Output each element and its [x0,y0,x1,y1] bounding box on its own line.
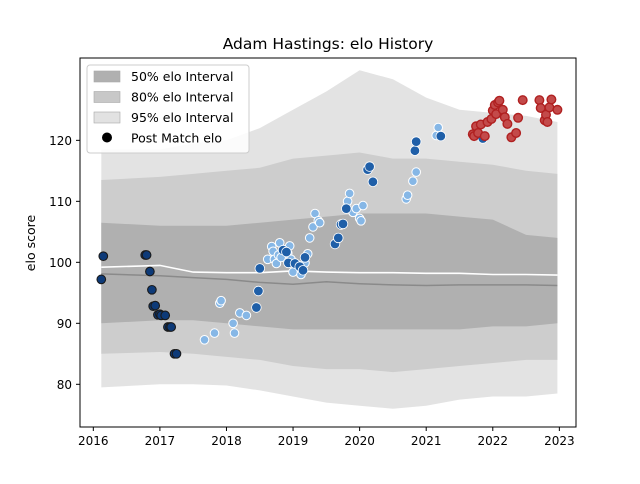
plot-frame [79,57,577,428]
post-match-elo-point [150,300,161,311]
post-match-elo-point [411,167,422,177]
post-match-elo-point [513,112,524,123]
post-match-elo-point [304,233,315,243]
y-tick-label: 80 [57,378,72,392]
x-tick-label: 2016 [78,434,109,448]
post-match-elo-point [160,310,171,321]
post-match-elo-point [542,116,553,127]
y-tick-label: 90 [57,317,72,331]
post-match-elo-point [494,95,505,106]
post-match-elo-point [141,250,152,260]
post-match-elo-point [408,176,418,186]
x-tick-label: 2018 [211,434,242,448]
mean-elo-line [101,264,558,276]
post-match-elo-point [435,130,447,142]
post-match-elo-point [145,266,155,277]
legend-label: 95% elo Interval [131,110,233,125]
post-match-elo-point [356,216,366,226]
post-match-elo-point [299,252,311,263]
y-tick-label: 110 [49,195,72,209]
post-match-elo-point [314,217,325,228]
post-match-elo-point [199,335,210,345]
post-match-elo-point [241,310,252,321]
x-tick-label: 2020 [344,434,375,448]
y-tick-label: 100 [49,256,72,270]
legend-marker [102,132,112,143]
post-match-elo-point [367,176,379,188]
post-match-elo-point [281,246,292,258]
post-match-elo-point [364,161,375,172]
legend-swatch [93,70,121,83]
legend-box [86,64,250,154]
legend-label: Post Match elo [131,131,222,146]
post-match-elo-point [479,131,490,142]
legend-label: 80% elo Interval [131,90,233,105]
post-match-elo-point [254,263,265,274]
post-match-elo-point [402,190,413,200]
post-match-elo-point [96,274,107,285]
x-tick-label: 2021 [411,434,442,448]
post-match-elo-point [341,203,352,214]
post-match-elo-point [552,104,563,115]
post-match-elo-point [409,145,421,156]
post-match-elo-point [297,265,309,276]
post-match-elo-point [216,295,226,306]
post-match-elo-point [98,251,109,262]
legend-swatch [93,91,121,103]
x-tick-label: 2022 [478,434,509,448]
post-match-elo-point [411,136,422,147]
post-match-elo-point [511,127,522,138]
plot-area [96,70,563,409]
y-axis-label: elo score [23,215,38,272]
post-match-elo-point [251,302,262,313]
axes: 2016 2017 2018 2019 2020 2021 2022 2023 80 90 100 1… [49,57,577,448]
post-match-elo-point [228,318,238,329]
post-match-elo-point [517,95,528,106]
post-match-elo-point [171,348,182,359]
post-match-elo-point [229,328,240,338]
legend: 50% elo Interval 80% elo Interval 95% elo … [86,64,250,154]
legend-swatch [93,111,121,124]
y-tick-label: 120 [49,134,72,148]
post-match-elo-point [546,94,557,105]
post-match-elo-point [344,188,355,199]
post-match-elo-point [308,222,318,232]
post-match-elo-point [209,328,220,338]
post-match-elo-point [534,95,545,106]
post-match-elo-point [433,122,444,133]
post-match-elo-point [358,200,368,211]
x-tick-label: 2019 [278,434,309,448]
post-match-elo-point [147,284,157,295]
legend-label: 50% elo Interval [131,69,233,84]
post-match-elo-point [337,218,349,230]
post-match-elo-point [166,322,177,332]
post-match-elo-point [333,232,344,244]
median-elo-line [101,273,558,287]
chart-title: Adam Hastings: elo History [223,35,434,53]
post-match-elo-point [502,118,513,129]
x-tick-label: 2023 [544,434,575,448]
post-match-elo-point [253,285,264,297]
x-tick-label: 2017 [145,434,176,448]
